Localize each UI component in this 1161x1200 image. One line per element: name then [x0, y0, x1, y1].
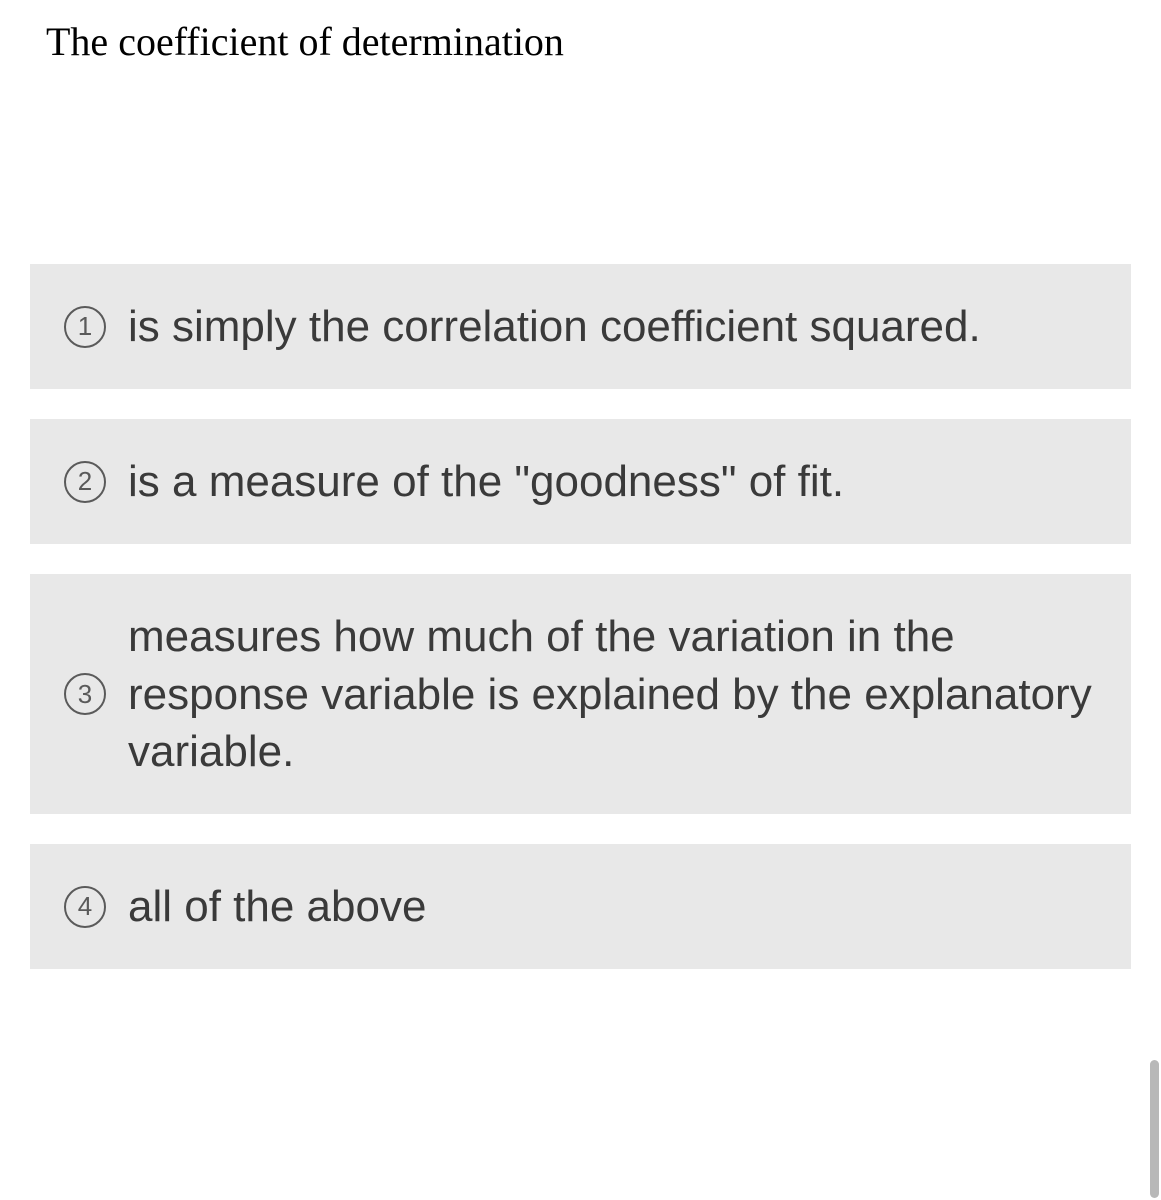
option-3[interactable]: 3 measures how much of the variation in … — [30, 574, 1131, 814]
option-number-badge: 1 — [64, 306, 106, 348]
scrollbar-thumb[interactable] — [1150, 1060, 1159, 1198]
option-text: all of the above — [128, 878, 426, 935]
option-2[interactable]: 2 is a measure of the "goodness" of fit. — [30, 419, 1131, 544]
option-number-badge: 2 — [64, 461, 106, 503]
option-text: measures how much of the variation in th… — [128, 608, 1101, 780]
option-number-badge: 3 — [64, 673, 106, 715]
option-number-badge: 4 — [64, 886, 106, 928]
options-list: 1 is simply the correlation coefficient … — [30, 264, 1131, 969]
option-text: is a measure of the "goodness" of fit. — [128, 453, 844, 510]
option-1[interactable]: 1 is simply the correlation coefficient … — [30, 264, 1131, 389]
option-4[interactable]: 4 all of the above — [30, 844, 1131, 969]
question-text: The coefficient of determination — [46, 18, 564, 65]
option-text: is simply the correlation coefficient sq… — [128, 298, 981, 355]
